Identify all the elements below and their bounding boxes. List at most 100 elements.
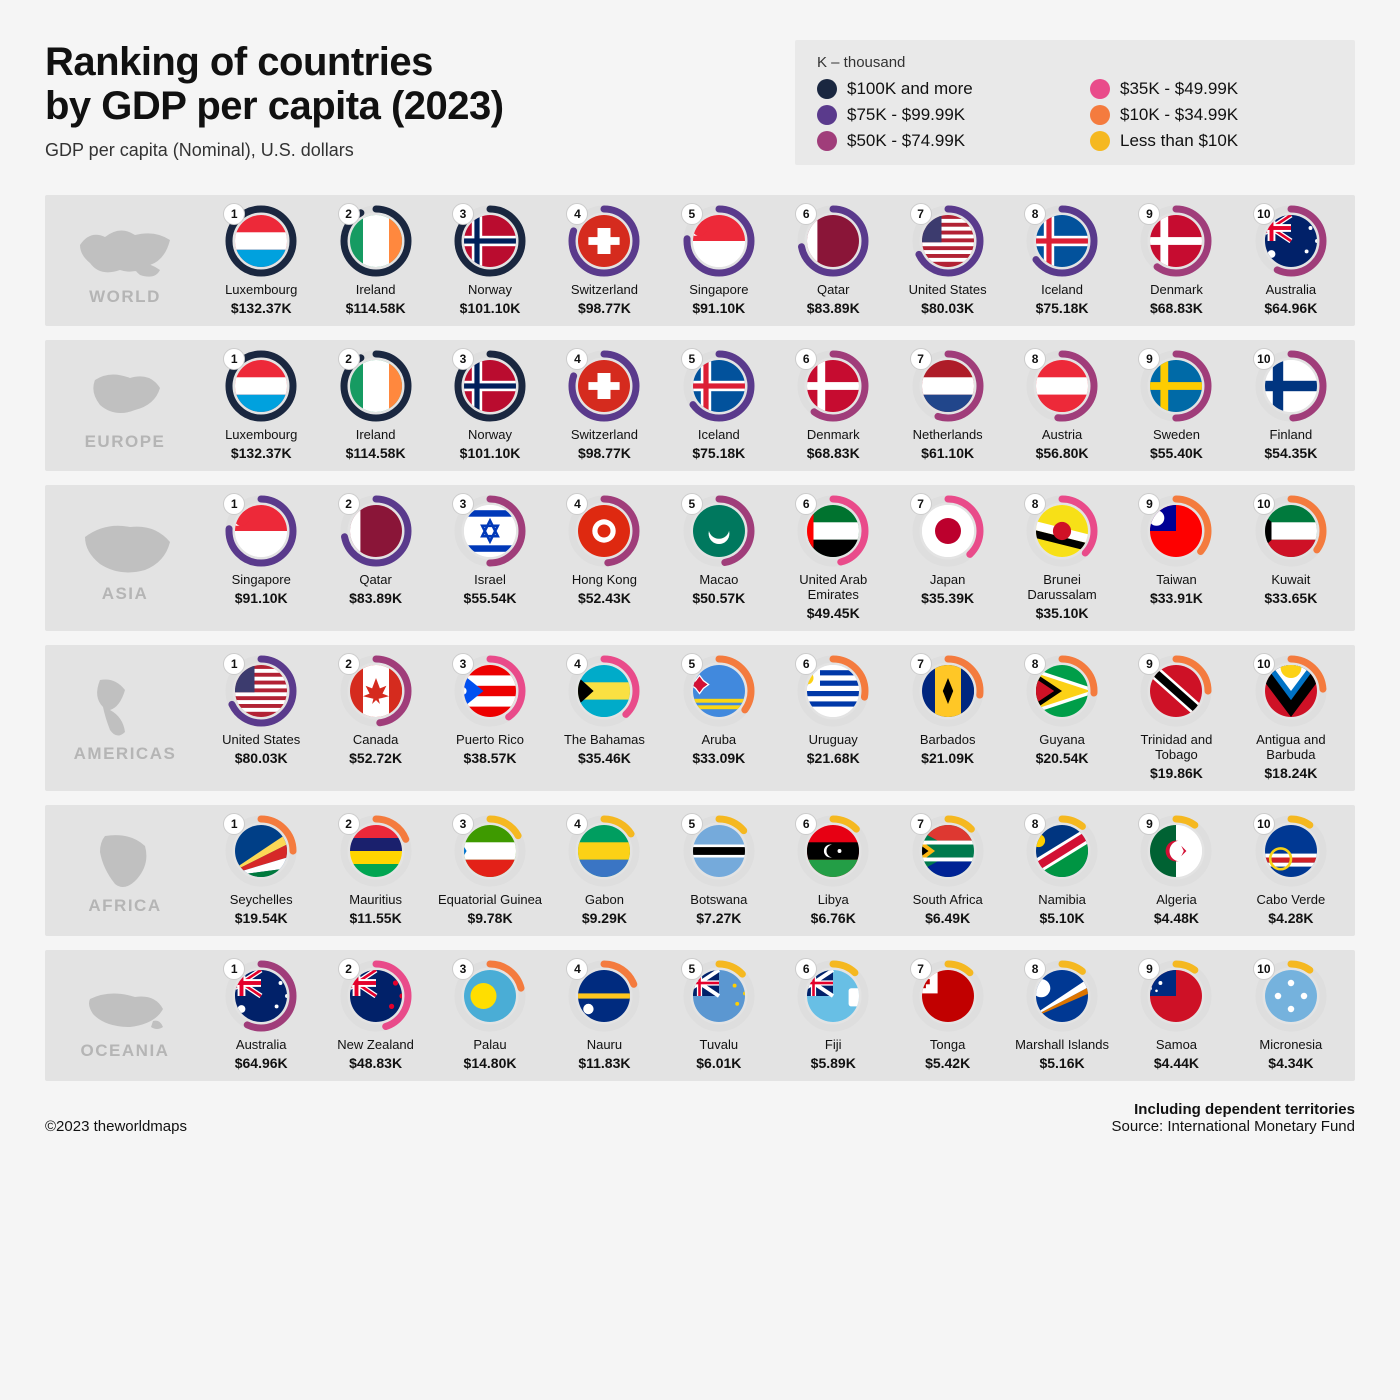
country-ring: 2 <box>340 350 412 422</box>
flag-icon <box>1265 360 1317 412</box>
flag-icon <box>235 665 287 717</box>
country-value: $9.29K <box>582 910 627 926</box>
rank-badge: 8 <box>1024 958 1046 980</box>
legend-dot-icon <box>1090 79 1110 99</box>
country-ring: 9 <box>1140 350 1212 422</box>
flag-icon <box>350 505 402 557</box>
country-ring: 6 <box>797 495 869 567</box>
region-row: ASIA 1 Singapore $91.10K 2 Qatar $83.89K <box>45 485 1355 631</box>
country-ring: 2 <box>340 655 412 727</box>
country-item: 9 Denmark $68.83K <box>1120 205 1232 316</box>
country-ring: 4 <box>568 655 640 727</box>
region-label: OCEANIA <box>81 1041 170 1061</box>
country-item: 4 Switzerland $98.77K <box>548 350 660 461</box>
country-item: 5 Botswana $7.27K <box>663 815 775 926</box>
region-label: ASIA <box>102 584 149 604</box>
flag-icon <box>807 970 859 1022</box>
country-ring: 2 <box>340 960 412 1032</box>
country-list: 1 United States $80.03K 2 Canada $52.72K… <box>205 655 1347 781</box>
flag-icon <box>464 215 516 267</box>
country-value: $33.09K <box>692 750 745 766</box>
flag-icon <box>350 825 402 877</box>
legend-dot-icon <box>817 79 837 99</box>
country-name: Denmark <box>805 428 862 443</box>
flag-icon <box>922 665 974 717</box>
flag-icon <box>1150 665 1202 717</box>
country-value: $11.83K <box>578 1055 630 1071</box>
country-item: 9 Trinidad and Tobago $19.86K <box>1120 655 1232 781</box>
rank-badge: 10 <box>1253 348 1275 370</box>
country-ring: 2 <box>340 495 412 567</box>
flag-icon <box>350 215 402 267</box>
country-value: $35.39K <box>921 590 974 606</box>
country-value: $114.58K <box>346 445 406 461</box>
country-name: Tuvalu <box>698 1038 741 1053</box>
country-value: $7.27K <box>696 910 741 926</box>
country-name: Ireland <box>354 283 398 298</box>
country-value: $55.40K <box>1150 445 1203 461</box>
country-ring: 8 <box>1026 815 1098 887</box>
legend-note: K – thousand <box>817 54 1333 71</box>
region-label: EUROPE <box>85 432 166 452</box>
country-item: 2 New Zealand $48.83K <box>319 960 431 1071</box>
flag-icon <box>464 825 516 877</box>
region-label: WORLD <box>89 287 161 307</box>
flag-icon <box>235 360 287 412</box>
country-value: $6.49K <box>925 910 970 926</box>
legend-label: $10K - $34.99K <box>1120 105 1238 125</box>
country-value: $5.89K <box>811 1055 856 1071</box>
country-name: Israel <box>472 573 508 588</box>
rank-badge: 8 <box>1024 813 1046 835</box>
country-name: Namibia <box>1036 893 1088 908</box>
country-value: $56.80K <box>1036 445 1089 461</box>
country-item: 4 Nauru $11.83K <box>548 960 660 1071</box>
country-ring: 7 <box>912 350 984 422</box>
country-name: Micronesia <box>1257 1038 1324 1053</box>
footer-left: ©2023 theworldmaps <box>45 1118 187 1135</box>
rank-badge: 2 <box>338 653 360 675</box>
rank-badge: 2 <box>338 813 360 835</box>
country-value: $4.48K <box>1154 910 1199 926</box>
country-item: 7 Tonga $5.42K <box>891 960 1003 1071</box>
flag-icon <box>1265 665 1317 717</box>
flag-icon <box>807 825 859 877</box>
rank-badge: 1 <box>223 958 245 980</box>
country-name: Luxembourg <box>223 428 299 443</box>
country-ring: 5 <box>683 655 755 727</box>
rank-badge: 7 <box>910 203 932 225</box>
country-value: $91.10K <box>692 300 745 316</box>
country-name: Qatar <box>815 283 852 298</box>
country-ring: 3 <box>454 960 526 1032</box>
country-ring: 7 <box>912 205 984 277</box>
country-ring: 6 <box>797 205 869 277</box>
country-ring: 6 <box>797 655 869 727</box>
country-name: Palau <box>471 1038 508 1053</box>
country-item: 8 Namibia $5.10K <box>1006 815 1118 926</box>
country-value: $101.10K <box>460 445 521 461</box>
title-block: Ranking of countriesby GDP per capita (2… <box>45 40 795 161</box>
country-value: $52.43K <box>578 590 631 606</box>
rank-badge: 7 <box>910 813 932 835</box>
country-name: Uruguay <box>807 733 860 748</box>
rank-badge: 3 <box>452 958 474 980</box>
flag-icon <box>1036 215 1088 267</box>
rank-badge: 7 <box>910 348 932 370</box>
country-item: 10 Micronesia $4.34K <box>1235 960 1347 1071</box>
rank-badge: 2 <box>338 493 360 515</box>
flag-icon <box>922 505 974 557</box>
country-value: $61.10K <box>921 445 974 461</box>
country-ring: 10 <box>1255 495 1327 567</box>
legend-label: $50K - $74.99K <box>847 131 965 151</box>
country-ring: 1 <box>225 960 297 1032</box>
country-value: $6.76K <box>811 910 856 926</box>
rank-badge: 3 <box>452 203 474 225</box>
legend-dot-icon <box>817 105 837 125</box>
country-ring: 1 <box>225 655 297 727</box>
country-item: 6 Libya $6.76K <box>777 815 889 926</box>
country-item: 6 Denmark $68.83K <box>777 350 889 461</box>
country-value: $14.80K <box>464 1055 517 1071</box>
flag-icon <box>922 970 974 1022</box>
country-name: United States <box>220 733 302 748</box>
country-item: 5 Iceland $75.18K <box>663 350 775 461</box>
country-item: 8 Iceland $75.18K <box>1006 205 1118 316</box>
